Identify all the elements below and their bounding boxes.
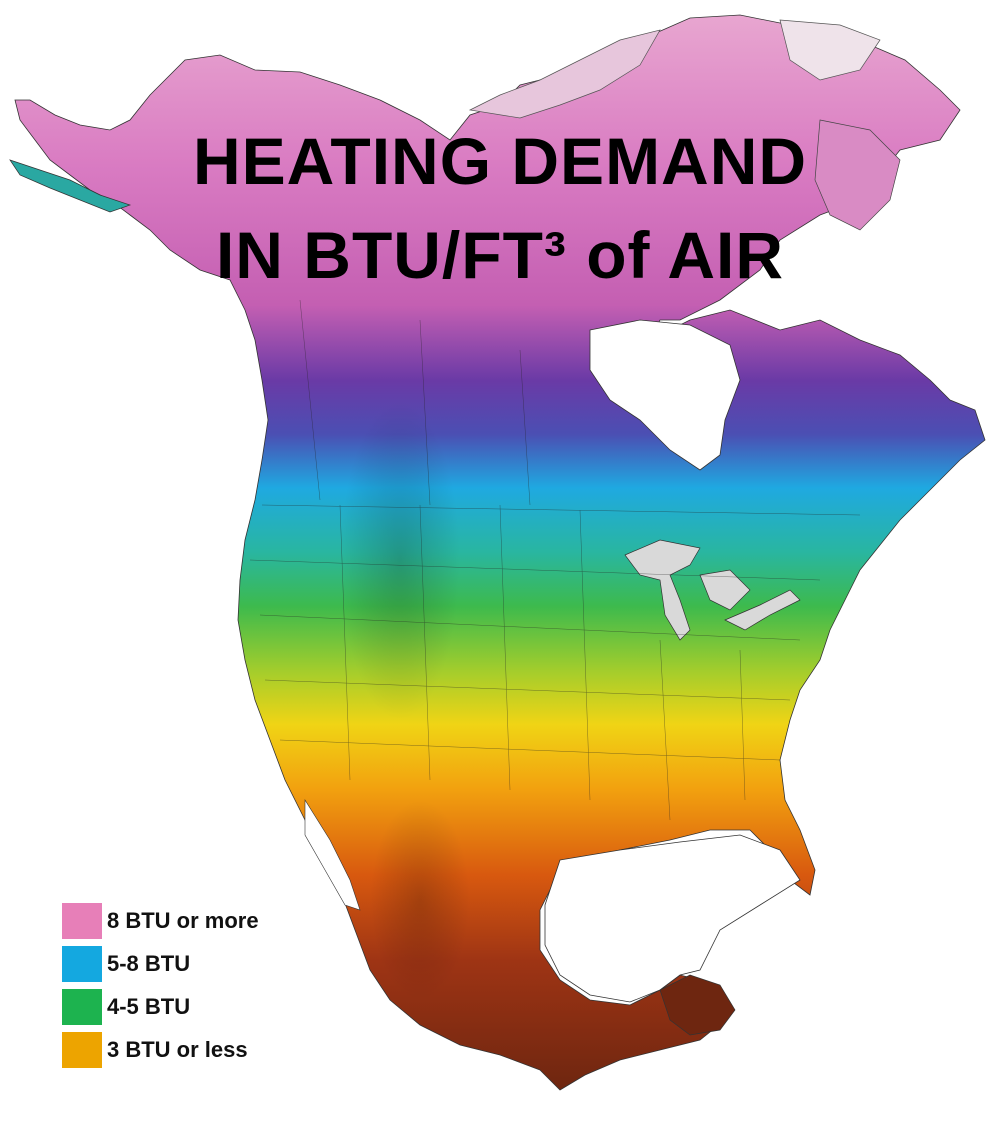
hudson-bay	[589, 319, 741, 471]
state-borders	[249, 299, 861, 821]
legend-swatch	[62, 946, 102, 982]
map-title-line-2: IN BTU/FT³ of AIR	[215, 218, 785, 292]
legend-swatch	[62, 989, 102, 1025]
arctic-islands	[468, 29, 661, 119]
aleutian-chain	[9, 159, 132, 213]
continent-landmass	[14, 14, 986, 1091]
lake-huron	[699, 569, 751, 611]
legend: 8 BTU or more 5-8 BTU 4-5 BTU 3 BTU or l…	[62, 903, 259, 1075]
legend-label: 5-8 BTU	[107, 951, 191, 976]
legend-swatch	[62, 903, 102, 939]
lake-erie-ontario	[724, 589, 801, 631]
legend-item-3-less: 3 BTU or less	[62, 1032, 259, 1068]
legend-label: 3 BTU or less	[107, 1037, 248, 1062]
legend-item-8-plus: 8 BTU or more	[62, 903, 259, 939]
legend-item-5-8: 5-8 BTU	[62, 946, 259, 982]
baffin-island	[814, 119, 901, 231]
sierra-madre-shade	[370, 800, 470, 1000]
greenland-edge	[779, 19, 881, 81]
great-lakes	[624, 539, 701, 641]
gulf-of-california	[304, 798, 361, 911]
yucatan-peninsula	[659, 974, 736, 1036]
rockies-shade	[340, 400, 460, 720]
legend-label: 8 BTU or more	[107, 908, 259, 933]
legend-label: 4-5 BTU	[107, 994, 191, 1019]
gulf-of-mexico	[544, 834, 801, 1003]
legend-item-4-5: 4-5 BTU	[62, 989, 259, 1025]
map-title-line-1: HEATING DEMAND	[192, 124, 808, 198]
legend-swatch	[62, 1032, 102, 1068]
